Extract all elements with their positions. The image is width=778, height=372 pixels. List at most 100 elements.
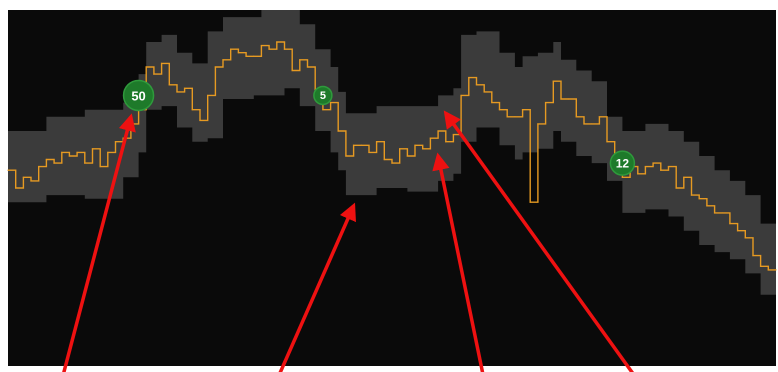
data-point — [276, 41, 278, 43]
data-point — [683, 176, 685, 178]
data-point — [690, 194, 693, 196]
annotation-marker[interactable]: 50 — [122, 79, 155, 112]
data-point — [299, 59, 301, 61]
data-point — [483, 91, 485, 93]
data-point — [621, 176, 624, 178]
data-point — [752, 255, 754, 257]
data-point — [706, 205, 708, 207]
data-point — [744, 237, 746, 239]
data-point — [199, 119, 201, 121]
data-point — [84, 162, 86, 164]
data-point — [145, 66, 147, 68]
data-point — [283, 48, 286, 50]
data-point — [245, 55, 247, 57]
annotation-arrow — [432, 152, 485, 372]
data-point — [184, 87, 186, 89]
data-point — [460, 94, 462, 97]
confidence-band — [8, 10, 776, 302]
data-point — [475, 84, 478, 86]
data-point — [353, 144, 355, 146]
data-point — [568, 98, 570, 100]
data-point — [713, 212, 716, 214]
data-point — [207, 94, 209, 97]
data-point — [61, 151, 63, 153]
data-point — [721, 212, 723, 214]
data-point — [191, 109, 193, 111]
data-point — [667, 166, 670, 168]
data-point — [675, 187, 677, 189]
data-point — [591, 123, 593, 125]
data-point — [253, 55, 255, 57]
annotation-arrow — [278, 202, 356, 372]
data-point — [775, 269, 777, 271]
data-point — [521, 109, 524, 111]
data-point — [452, 134, 455, 136]
data-point — [107, 151, 109, 153]
annotation-arrow-layer — [62, 110, 634, 372]
annotation-marker[interactable]: 12 — [609, 150, 636, 176]
marker-circle — [609, 150, 636, 176]
data-point — [168, 84, 170, 86]
data-point — [606, 141, 608, 143]
annotation-arrow — [443, 110, 634, 372]
data-point — [114, 141, 117, 143]
data-point — [153, 73, 155, 75]
data-point — [306, 66, 309, 68]
confidence-band-layer — [8, 10, 776, 302]
data-point — [176, 91, 178, 93]
annotation-marker[interactable]: 5 — [313, 85, 333, 106]
data-point — [30, 180, 32, 182]
data-point — [575, 116, 577, 118]
data-point — [660, 169, 662, 171]
data-point — [329, 101, 332, 104]
data-point — [537, 123, 539, 125]
data-point — [322, 109, 324, 111]
data-point — [268, 48, 270, 50]
data-point — [22, 176, 24, 178]
data-point — [583, 123, 585, 125]
data-point — [360, 144, 362, 146]
data-point — [368, 151, 370, 153]
data-point — [7, 169, 9, 171]
data-point — [729, 223, 731, 225]
data-point — [376, 141, 378, 143]
data-point — [53, 162, 55, 164]
data-point — [491, 101, 493, 104]
data-point — [345, 155, 347, 157]
data-point — [737, 230, 739, 232]
data-point — [383, 158, 385, 161]
marker-label: 12 — [616, 157, 630, 171]
data-point — [598, 116, 600, 118]
data-point — [76, 151, 78, 153]
data-point — [652, 162, 654, 164]
data-point — [15, 187, 17, 189]
marker-circle — [313, 85, 333, 106]
data-point — [644, 166, 647, 168]
data-point — [468, 77, 470, 79]
data-point — [99, 166, 101, 168]
data-point — [514, 116, 516, 118]
data-point — [698, 198, 700, 200]
data-point — [391, 162, 393, 164]
annotation-arrow — [62, 113, 136, 372]
data-point — [545, 101, 547, 104]
data-point — [38, 166, 40, 168]
data-point — [260, 45, 263, 47]
data-point — [161, 62, 163, 64]
data-point — [222, 59, 224, 61]
data-point — [498, 109, 501, 111]
annotation-marker-layer: 50 5 12 — [122, 79, 636, 176]
data-point — [337, 130, 339, 132]
data-point — [552, 80, 554, 82]
data-point — [406, 155, 408, 157]
data-point — [445, 141, 447, 143]
data-point — [767, 269, 769, 271]
marker-label: 50 — [131, 88, 145, 103]
data-point — [637, 173, 639, 175]
data-point — [237, 52, 239, 54]
data-point — [429, 137, 431, 139]
data-point — [91, 148, 94, 150]
data-point — [414, 144, 416, 146]
data-point — [291, 69, 293, 72]
